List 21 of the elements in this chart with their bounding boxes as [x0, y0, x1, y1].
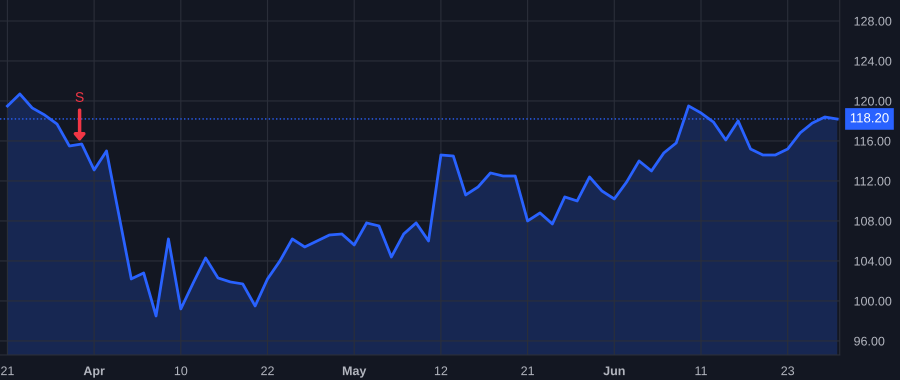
x-tick-label: Jun	[603, 366, 625, 376]
x-tick-label: 10	[174, 366, 188, 376]
x-tick-label: 21	[1, 366, 14, 376]
y-tick-label: 128.00	[854, 16, 892, 26]
x-tick-label: 12	[434, 366, 448, 376]
x-tick-label: 11	[695, 366, 707, 376]
y-tick-label: 120.00	[854, 96, 892, 106]
y-tick-label: 100.00	[854, 296, 892, 306]
y-tick-label: 124.00	[854, 56, 892, 66]
x-tick-label: May	[342, 366, 366, 378]
x-tick-label: 23	[781, 366, 794, 376]
x-tick-label: 22	[261, 366, 274, 376]
y-tick-label: 104.00	[854, 256, 892, 266]
y-tick-label: 108.00	[854, 216, 892, 226]
ref-line-label: 118.20	[850, 113, 889, 123]
y-tick-label: 96.00	[854, 336, 884, 346]
x-tick-label: 21	[521, 366, 534, 376]
annotation: S	[76, 92, 84, 102]
y-tick-label: 112.00	[854, 176, 890, 186]
y-tick-label: 116.00	[854, 136, 890, 146]
x-tick-label: Apr	[84, 366, 105, 378]
